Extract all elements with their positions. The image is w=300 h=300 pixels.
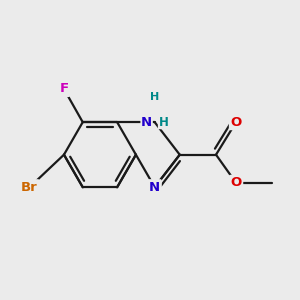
Text: N: N — [141, 116, 152, 129]
Text: O: O — [230, 176, 242, 189]
Text: O: O — [230, 116, 242, 129]
Text: N: N — [149, 181, 160, 194]
Text: Br: Br — [21, 181, 38, 194]
Text: F: F — [59, 82, 68, 95]
Text: H: H — [150, 92, 159, 102]
Text: H: H — [158, 116, 168, 129]
